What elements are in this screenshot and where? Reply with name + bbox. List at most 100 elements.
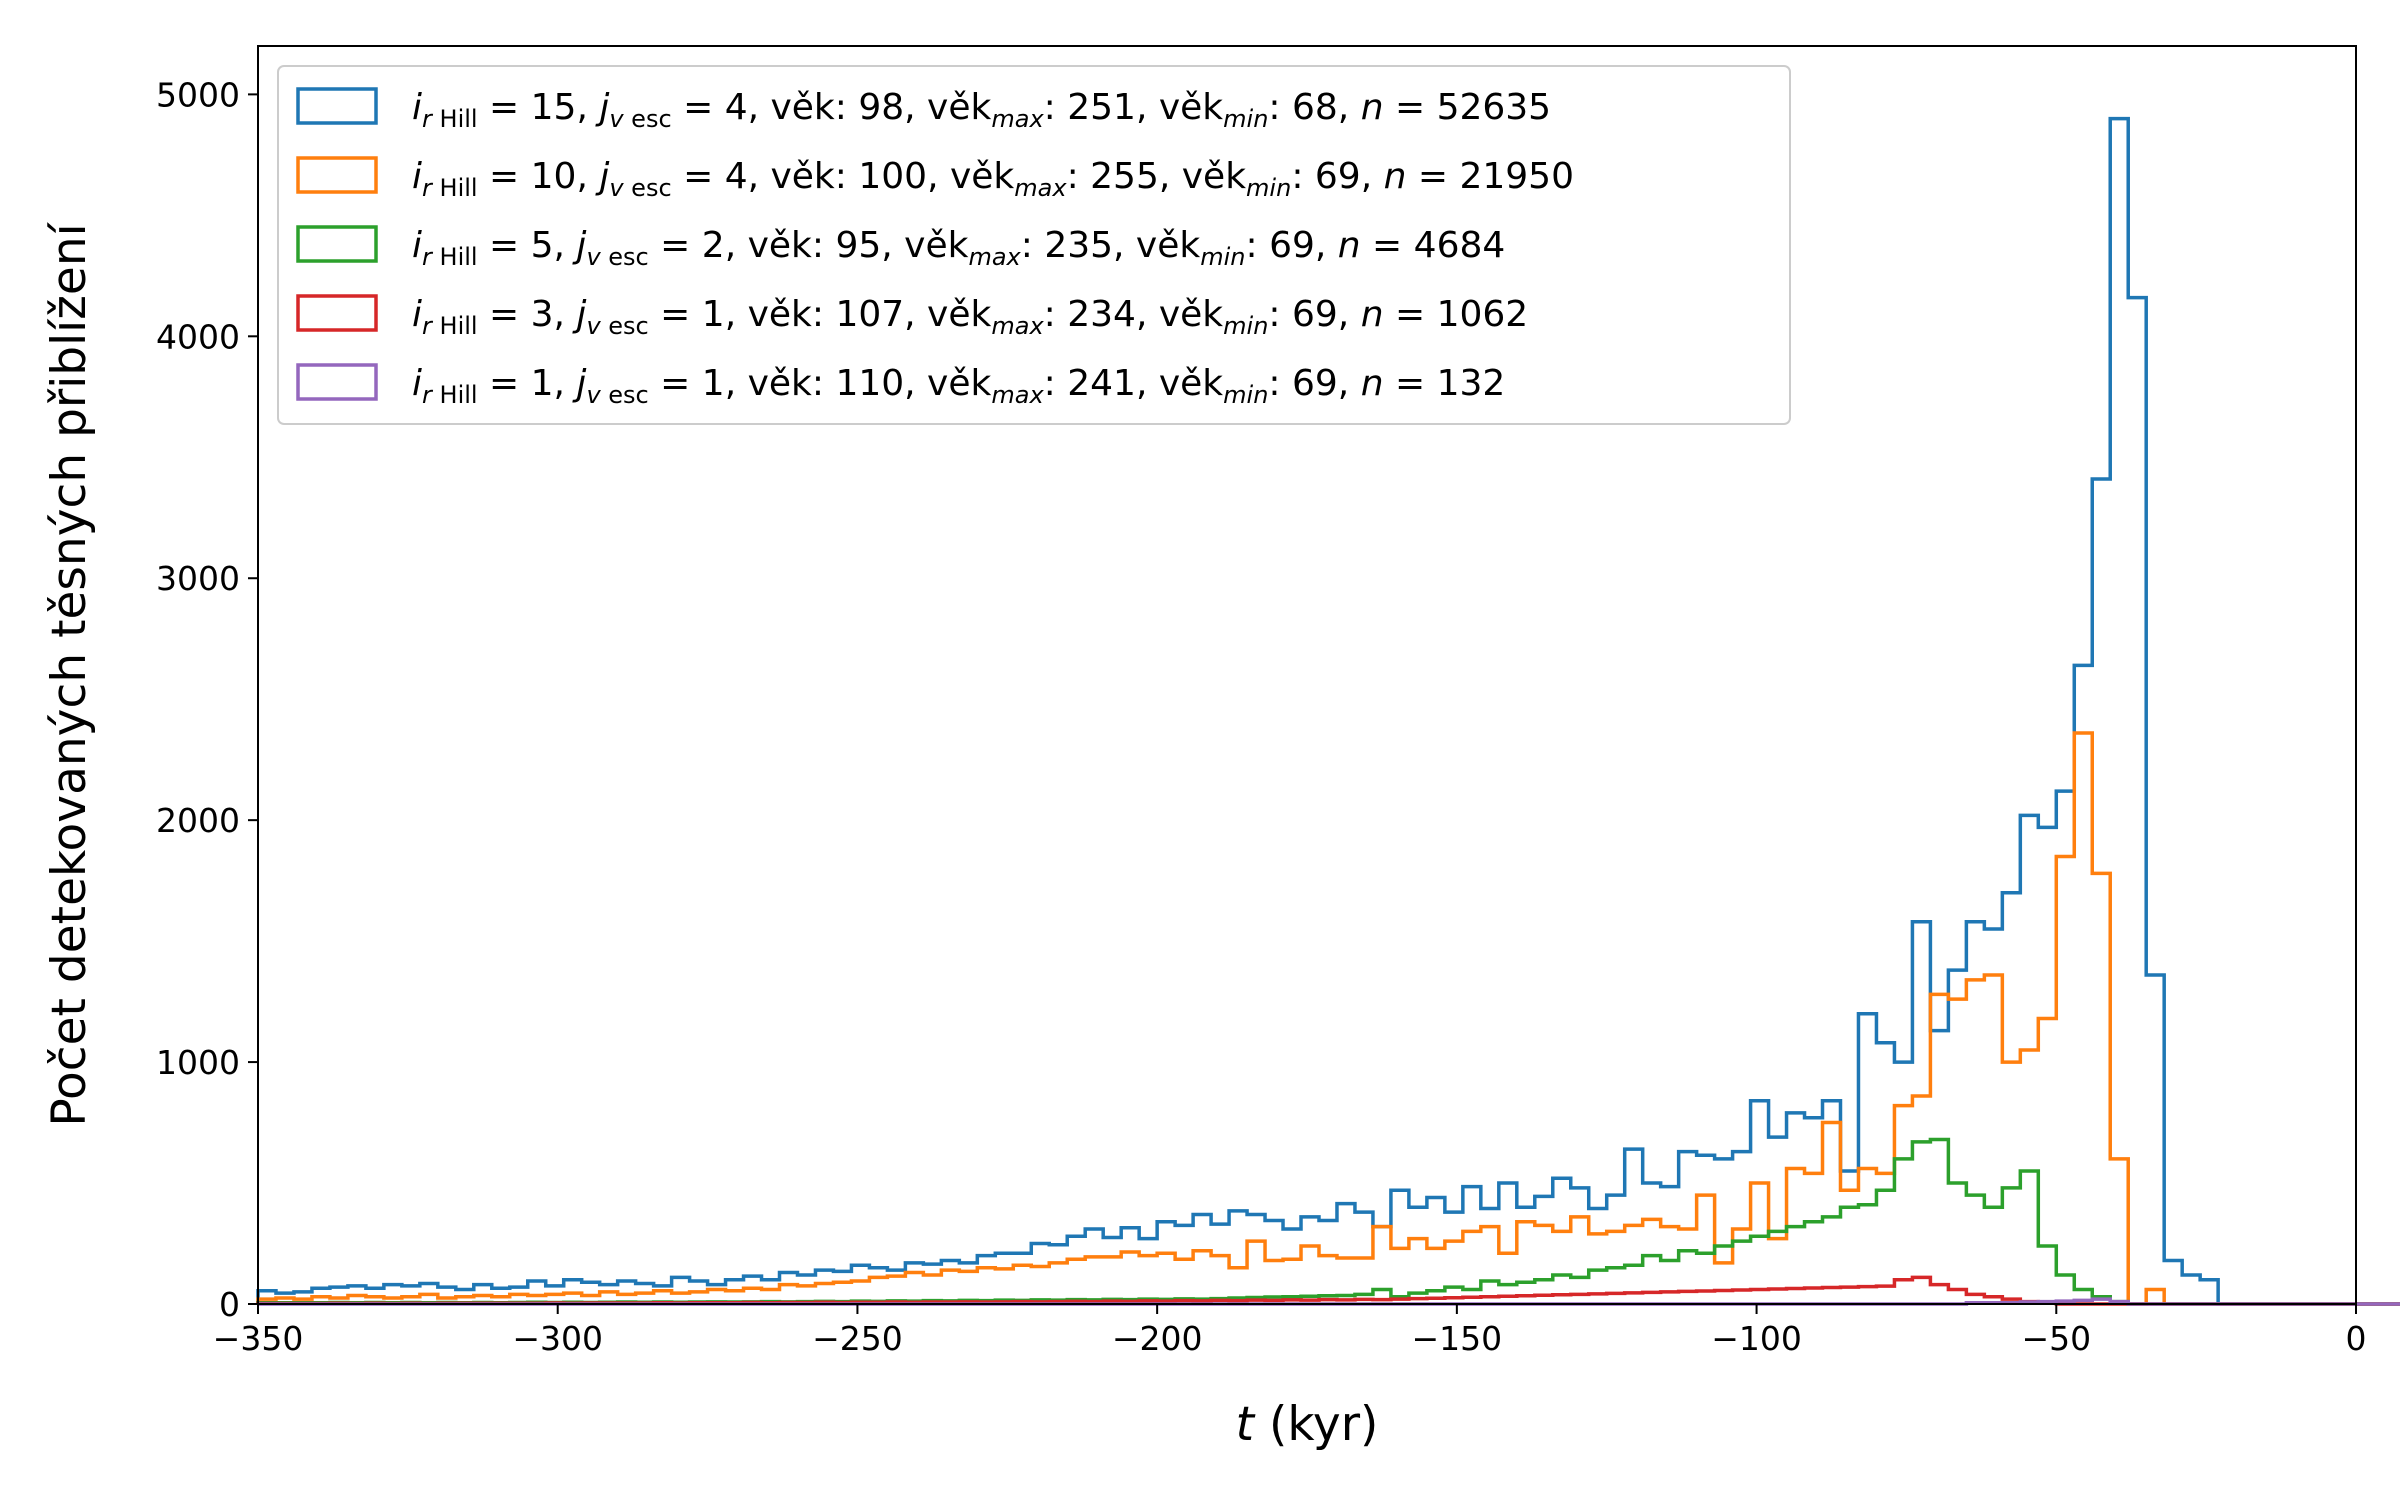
legend-box bbox=[277, 65, 1791, 425]
legend-subscript: r Hill bbox=[422, 243, 478, 271]
legend-text-part: : 69, bbox=[1268, 294, 1360, 335]
legend-text-part: = 1, bbox=[478, 363, 577, 404]
legend-text-part: : 68, bbox=[1268, 87, 1360, 128]
legend-entry-orange: ir Hill = 10, jv esc = 4, věk: 100, věkm… bbox=[296, 156, 1574, 202]
legend-subscript-text: esc bbox=[601, 381, 649, 409]
x-axis-label-var: t bbox=[1236, 1397, 1256, 1452]
legend-text-part: = 4, věk: 100, věk bbox=[672, 156, 1015, 197]
x-tick-label: −200 bbox=[1112, 1319, 1203, 1358]
ticks-layer: −350 −300 −250 −200 −150 −100 −50 0 0 1000 2000 300… bbox=[156, 75, 2366, 1358]
legend-subscript: min bbox=[1223, 312, 1268, 340]
legend-subscript-text: Hill bbox=[432, 312, 478, 340]
x-axis-label: t (kyr) bbox=[1236, 1397, 1379, 1452]
x-tick-label: −100 bbox=[1711, 1319, 1802, 1358]
legend-text-part: i bbox=[412, 363, 422, 404]
legend-text-part: : 255, věk bbox=[1067, 156, 1247, 197]
legend-subscript-text: Hill bbox=[432, 174, 478, 202]
y-axis-label: Počet detekovaných těsných přiblížení bbox=[42, 221, 97, 1126]
legend-label: ir Hill = 1, jv esc = 1, věk: 110, věkma… bbox=[412, 363, 1505, 409]
legend-subscript-var: v bbox=[586, 243, 601, 271]
legend-text-part: : 241, věk bbox=[1044, 363, 1224, 404]
x-tick-label: −150 bbox=[1412, 1319, 1503, 1358]
legend-subscript: min bbox=[1223, 381, 1268, 409]
x-tick-label: 0 bbox=[2346, 1319, 2367, 1358]
legend-subscript-var: r bbox=[422, 312, 434, 340]
legend-subscript: v esc bbox=[586, 312, 648, 340]
legend-text-part: = 2, věk: 95, věk bbox=[649, 225, 969, 266]
legend-subscript-var: v bbox=[586, 312, 601, 340]
legend-text-part: i bbox=[412, 87, 422, 128]
legend-text-part: = 10, bbox=[478, 156, 600, 197]
legend-text-part: = 132 bbox=[1384, 363, 1506, 404]
legend-swatch-orange bbox=[296, 156, 378, 194]
y-tick-label: 4000 bbox=[156, 317, 240, 356]
legend-entry-purple: ir Hill = 1, jv esc = 1, věk: 110, věkma… bbox=[296, 363, 1505, 409]
legend-subscript: min bbox=[1200, 243, 1245, 271]
legend: ir Hill = 15, jv esc = 4, věk: 98, věkma… bbox=[277, 65, 1791, 425]
legend-text-part: i bbox=[412, 156, 422, 197]
legend-subscript-var: v bbox=[609, 105, 624, 133]
y-tick-label: 3000 bbox=[156, 559, 240, 598]
legend-text-part: = 15, bbox=[478, 87, 600, 128]
legend-text-part: : 251, věk bbox=[1044, 87, 1224, 128]
legend-subscript-var: r bbox=[422, 174, 434, 202]
legend-subscript-var: r bbox=[422, 105, 434, 133]
legend-subscript: v esc bbox=[609, 174, 671, 202]
legend-entry-green: ir Hill = 5, jv esc = 2, věk: 95, věkmax… bbox=[296, 225, 1505, 271]
x-tick-label: −250 bbox=[812, 1319, 903, 1358]
legend-subscript-text: Hill bbox=[432, 105, 478, 133]
legend-entry-blue: ir Hill = 15, jv esc = 4, věk: 98, věkma… bbox=[296, 87, 1551, 133]
legend-subscript-var: r bbox=[422, 243, 434, 271]
legend-text-part: = 1, věk: 110, věk bbox=[649, 363, 992, 404]
legend-text-part: n bbox=[1361, 363, 1384, 404]
legend-text-part: : 69, bbox=[1291, 156, 1383, 197]
y-tick-label: 2000 bbox=[156, 801, 240, 840]
legend-text-part: : 69, bbox=[1268, 363, 1360, 404]
legend-subscript: v esc bbox=[586, 381, 648, 409]
x-tick-label: −300 bbox=[512, 1319, 603, 1358]
legend-label: ir Hill = 5, jv esc = 2, věk: 95, věkmax… bbox=[412, 225, 1505, 271]
legend-subscript: max bbox=[991, 312, 1044, 340]
legend-subscript: r Hill bbox=[422, 174, 478, 202]
legend-text-part: = 5, bbox=[478, 225, 577, 266]
legend-text-part: n bbox=[1338, 225, 1361, 266]
legend-swatch-blue bbox=[296, 87, 378, 125]
y-tick-label: 1000 bbox=[156, 1043, 240, 1082]
legend-text-part: = 52635 bbox=[1384, 87, 1552, 128]
legend-subscript-var: r bbox=[422, 381, 434, 409]
legend-subscript-text: Hill bbox=[432, 243, 478, 271]
legend-subscript-text: esc bbox=[601, 243, 649, 271]
legend-swatch-green bbox=[296, 225, 378, 263]
legend-subscript-text: esc bbox=[624, 174, 672, 202]
legend-subscript: r Hill bbox=[422, 381, 478, 409]
legend-text-part: : 235, věk bbox=[1021, 225, 1201, 266]
legend-swatch-purple bbox=[296, 363, 378, 401]
legend-subscript: max bbox=[991, 105, 1044, 133]
legend-text-part: = 1, věk: 107, věk bbox=[649, 294, 992, 335]
legend-label: ir Hill = 15, jv esc = 4, věk: 98, věkma… bbox=[412, 87, 1551, 133]
legend-subscript: max bbox=[1014, 174, 1067, 202]
legend-subscript: max bbox=[968, 243, 1021, 271]
legend-text-part: = 3, bbox=[478, 294, 577, 335]
y-tick-label: 5000 bbox=[156, 75, 240, 114]
legend-subscript: min bbox=[1246, 174, 1291, 202]
legend-text-part: = 1062 bbox=[1384, 294, 1529, 335]
legend-text-part: i bbox=[412, 225, 422, 266]
legend-text-part: = 4, věk: 98, věk bbox=[672, 87, 992, 128]
legend-swatch-red bbox=[296, 294, 378, 332]
legend-text-part: : 234, věk bbox=[1044, 294, 1224, 335]
legend-subscript: min bbox=[1223, 105, 1268, 133]
legend-text-part: n bbox=[1384, 156, 1407, 197]
legend-subscript-text: esc bbox=[601, 312, 649, 340]
legend-text-part: i bbox=[412, 294, 422, 335]
legend-text-part: n bbox=[1361, 87, 1384, 128]
series-orange bbox=[256, 731, 2400, 1306]
legend-subscript-var: v bbox=[609, 174, 624, 202]
x-axis-label-unit: (kyr) bbox=[1254, 1397, 1378, 1452]
legend-text-part: = 21950 bbox=[1406, 156, 1574, 197]
legend-label: ir Hill = 10, jv esc = 4, věk: 100, věkm… bbox=[412, 156, 1574, 202]
plot-frame bbox=[257, 45, 2357, 1305]
legend-subscript: max bbox=[991, 381, 1044, 409]
